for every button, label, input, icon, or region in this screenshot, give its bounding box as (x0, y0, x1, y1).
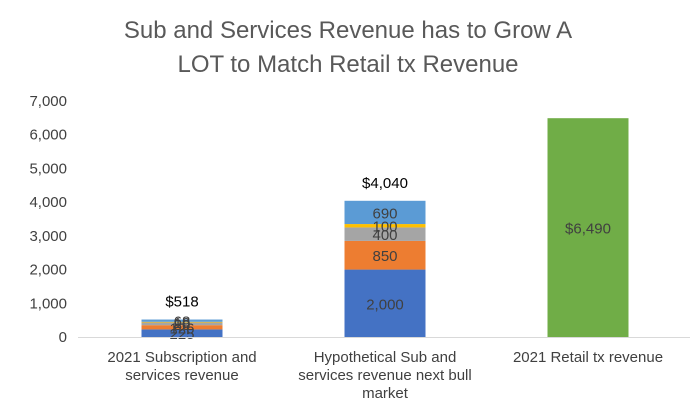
bar-segment-label: 690 (372, 205, 397, 222)
y-tick-label: 3,000 (29, 228, 67, 245)
bar-segment-label: 2,000 (366, 296, 404, 313)
bar-segment (344, 269, 426, 337)
bar-segment-label: $6,490 (565, 221, 611, 238)
bar-segment-label: 68 (174, 314, 191, 331)
bar-segment (141, 322, 223, 326)
x-category-label-line: 2021 Subscription and (107, 349, 256, 366)
x-category-label: 2021 Retail tx revenue (513, 349, 663, 366)
bar-segment (141, 325, 223, 330)
bar-segment-label: 100 (372, 219, 397, 236)
bar-segment-label: 225 (169, 326, 194, 343)
bar-total-label: $4,040 (362, 175, 408, 192)
bar-segment (344, 227, 426, 241)
x-category-label-line: 2021 Retail tx revenue (513, 349, 663, 366)
x-category-label-line: Hypothetical Sub and (314, 349, 457, 366)
bar-stack: $6,490 (547, 118, 629, 338)
y-tick-label: 1,000 (29, 295, 67, 312)
y-tick-label: 7,000 (29, 93, 67, 110)
bar-segment-label: 80 (174, 317, 191, 334)
bar-segment (344, 240, 426, 270)
bar-total-label: $518 (165, 294, 198, 311)
x-category-label-line: services revenue (125, 367, 238, 384)
bar-segment (344, 224, 426, 228)
x-category-label-line: market (362, 385, 409, 402)
bar-segment (547, 118, 629, 338)
bar-segment (141, 321, 223, 323)
bar-segment-label: 19 (174, 315, 191, 332)
y-tick-label: 4,000 (29, 194, 67, 211)
bar-segment (344, 200, 426, 225)
bar-segment (141, 329, 223, 337)
y-tick-label: 0 (59, 329, 67, 346)
chart-title-line: Sub and Services Revenue has to Grow A (124, 17, 572, 44)
x-category-label-line: services revenue next bull (298, 367, 471, 384)
bar-segment-label: 126 (169, 320, 194, 337)
y-axis: 0 1,000 2,000 3,000 4,000 5,000 6,000 7,000 (29, 93, 67, 346)
y-tick-label: 6,000 (29, 127, 67, 144)
bar-segment-label: 400 (372, 227, 397, 244)
bar-segment-label: 850 (372, 248, 397, 265)
bar-segment (141, 319, 223, 322)
chart-title: Sub and Services Revenue has to Grow A LO… (124, 17, 572, 78)
y-tick-label: 2,000 (29, 262, 67, 279)
chart-title-line: LOT to Match Retail tx Revenue (177, 51, 518, 78)
y-tick-label: 5,000 (29, 160, 67, 177)
